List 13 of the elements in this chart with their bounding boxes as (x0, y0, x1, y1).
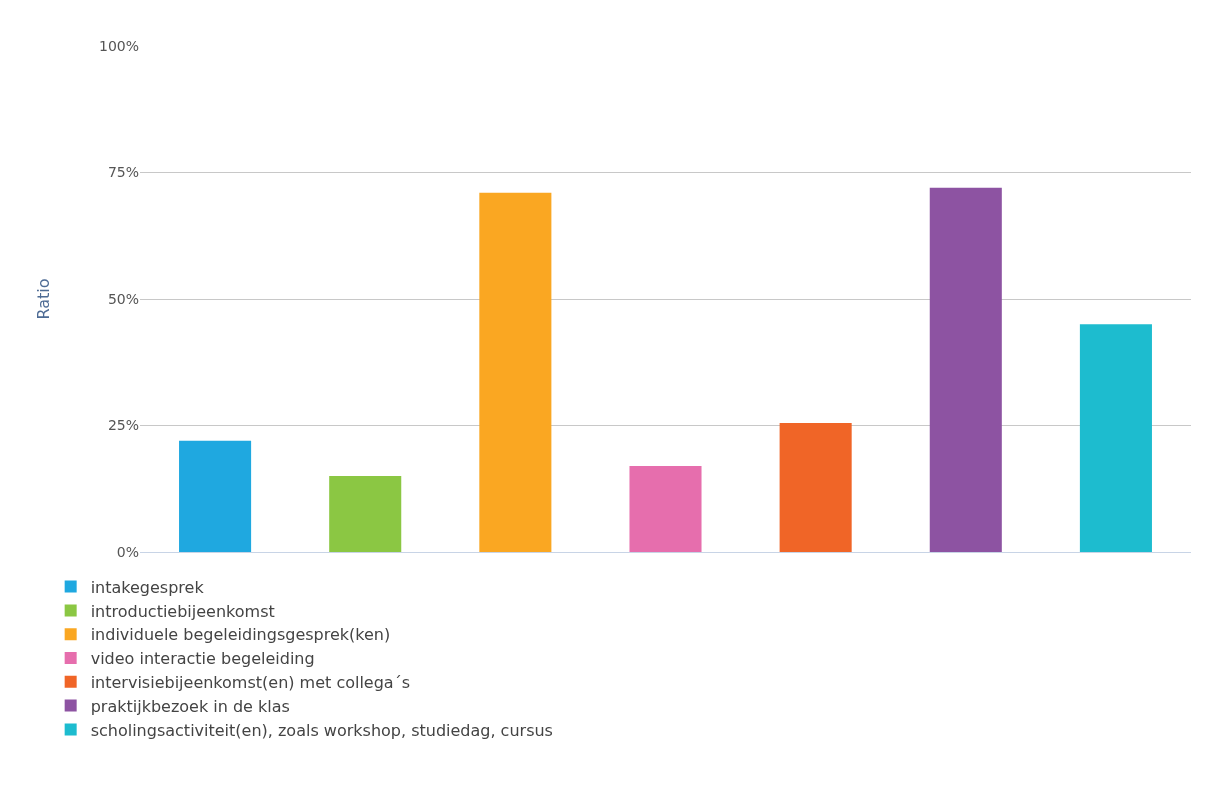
y-tick-label: 25% (107, 417, 139, 434)
y-tick-label: 50% (107, 290, 139, 307)
y-tick-label: 100% (98, 37, 139, 54)
y-axis-title: Ratio (33, 278, 53, 320)
legend-label: individuele begeleidingsgesprek(ken) (90, 625, 391, 645)
legend-label: praktijkbezoek in de klas (90, 696, 290, 716)
y-tick-label: 0% (116, 543, 139, 560)
legend-label: intervisiebijeenkomst(en) met collega´s (90, 673, 411, 693)
legend-label: scholingsactiviteit(en), zoals workshop, studiedag, cursus (90, 720, 553, 740)
legend-label: introductiebijeenkomst (90, 601, 275, 621)
legend-label: video interactie begeleiding (90, 649, 315, 669)
legend-label: intakegesprek (90, 577, 205, 597)
y-tick-label: 75% (107, 164, 139, 181)
